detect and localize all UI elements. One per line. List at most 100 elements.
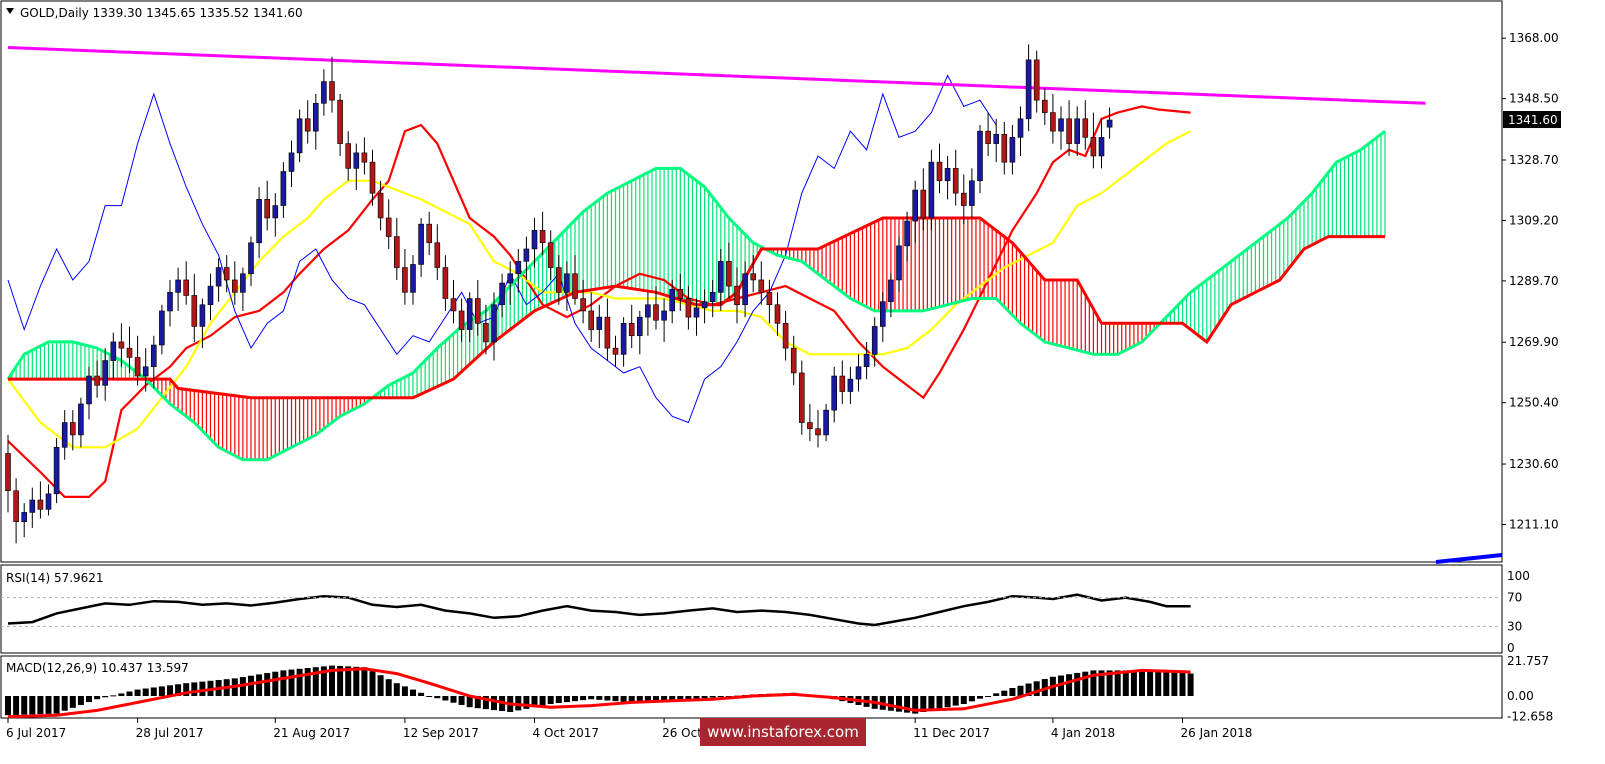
- price-tick-label: 1368.00: [1509, 31, 1559, 45]
- macd-bar: [1114, 670, 1121, 696]
- price-tick-label: 1250.40: [1509, 396, 1559, 410]
- candle-body: [353, 152, 360, 169]
- candle-body: [726, 261, 732, 287]
- macd-bar: [1163, 672, 1170, 696]
- macd-bar: [150, 687, 157, 696]
- time-tick-label: 11 Dec 2017: [913, 726, 990, 740]
- candle-body: [102, 360, 108, 386]
- macd-bar: [126, 691, 133, 696]
- macd-bar: [410, 689, 416, 696]
- macd-bar: [264, 673, 271, 696]
- macd-bar: [709, 696, 716, 698]
- macd-bar: [482, 696, 489, 710]
- candle-body: [1050, 112, 1056, 132]
- candle-body: [831, 375, 838, 411]
- macd-bar: [1058, 675, 1064, 696]
- macd-bar: [1066, 674, 1073, 696]
- candle-body: [977, 130, 983, 182]
- macd-bar: [458, 696, 465, 705]
- candle-body: [685, 298, 692, 318]
- macd-bar: [944, 696, 951, 708]
- macd-bar: [142, 688, 149, 696]
- candle-body: [952, 168, 959, 194]
- senkou-span-a-line: [6, 130, 1386, 462]
- macd-bar: [580, 696, 587, 701]
- macd-bar: [345, 666, 352, 696]
- macd-bar: [29, 696, 36, 715]
- macd-bar: [158, 686, 165, 696]
- macd-bar: [677, 696, 684, 701]
- macd-bar: [272, 671, 279, 696]
- macd-bar: [110, 695, 117, 697]
- watermark: www.instaforex.com: [700, 718, 866, 746]
- candle-body: [936, 161, 943, 182]
- time-tick-label: 28 Jul 2017: [136, 726, 204, 740]
- candle-body: [839, 375, 846, 392]
- rsi-axis: 100 70 30 0: [1, 569, 1530, 655]
- candle-body: [790, 347, 797, 374]
- candle-body: [863, 354, 870, 368]
- macd-bar: [296, 668, 303, 696]
- macd-bar: [555, 696, 562, 704]
- candle-body: [321, 81, 327, 104]
- macd-bar: [596, 696, 603, 700]
- macd-axis: 21.757 0.00 -12.658: [1507, 654, 1553, 723]
- price-tick-label: 1230.60: [1509, 457, 1559, 471]
- macd-bar: [620, 696, 627, 702]
- macd-bar: [426, 696, 433, 697]
- macd-bar: [1171, 672, 1178, 696]
- macd-bar: [636, 696, 643, 703]
- candle-body: [1025, 59, 1032, 120]
- macd-bar: [685, 696, 692, 700]
- candle-body: [183, 279, 189, 296]
- candle-body: [312, 102, 319, 132]
- candle-body: [669, 288, 676, 312]
- candle-body: [159, 310, 165, 346]
- candle-body: [215, 267, 222, 287]
- dropdown-triangle-icon: [6, 8, 14, 14]
- macd-bar: [418, 692, 425, 696]
- macd-bar: [588, 696, 595, 700]
- macd-bar: [77, 696, 84, 705]
- macd-bar: [904, 696, 911, 713]
- candle-body: [572, 273, 578, 299]
- rsi-title: RSI(14) 57.9621: [6, 571, 104, 585]
- macd-bar: [191, 682, 198, 696]
- candle-body: [1001, 133, 1008, 163]
- candle-body: [709, 292, 716, 302]
- candle-body: [337, 99, 343, 144]
- macd-bar: [572, 696, 578, 702]
- rsi-tick-label: 100: [1507, 569, 1530, 583]
- candle-body: [888, 279, 894, 302]
- candle-body: [904, 220, 910, 247]
- candle-body: [94, 375, 100, 386]
- candle-body: [1009, 137, 1016, 163]
- candle-body: [620, 323, 627, 355]
- candle-body: [871, 326, 878, 355]
- candle-body: [661, 310, 667, 321]
- candle-body: [628, 323, 635, 337]
- candle-body: [466, 298, 473, 330]
- candle-body: [78, 403, 84, 436]
- macd-bar: [21, 696, 28, 715]
- macd-bar: [977, 696, 983, 699]
- macd-bar: [53, 696, 60, 714]
- time-tick-label: 12 Sep 2017: [403, 726, 479, 740]
- candle-body: [693, 307, 700, 318]
- candle-body: [1082, 118, 1089, 138]
- candle-body: [912, 189, 919, 222]
- macd-bar: [701, 696, 708, 699]
- resistance-trendline-line: [7, 46, 1426, 105]
- candle-body: [636, 316, 643, 337]
- time-tick-label: 21 Aug 2017: [273, 726, 350, 740]
- candle-body: [645, 304, 651, 318]
- candle-body: [393, 236, 400, 268]
- macd-bar: [539, 696, 546, 706]
- candle-body: [491, 304, 497, 343]
- candle-body: [766, 292, 773, 306]
- candle-body: [798, 372, 805, 423]
- candle-body: [426, 223, 433, 244]
- candle-body: [604, 316, 611, 349]
- time-tick-label: 4 Oct 2017: [533, 726, 600, 740]
